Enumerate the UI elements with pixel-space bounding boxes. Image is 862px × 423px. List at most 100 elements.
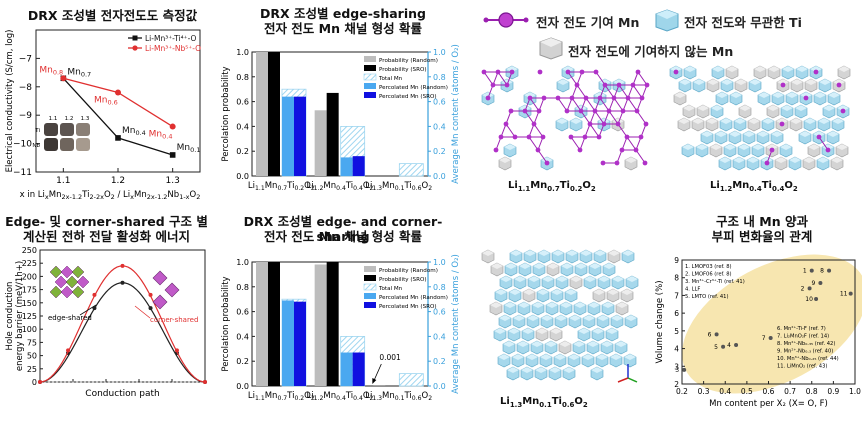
scatter-point xyxy=(734,343,739,348)
scatter-point-label: 9 xyxy=(811,280,815,287)
legend-ti-icon xyxy=(655,9,679,32)
octahedron-ti xyxy=(818,78,832,93)
y-axis-label-1: Hole conduction xyxy=(5,282,15,351)
octahedron-ti xyxy=(826,130,840,145)
octahedron-ti xyxy=(817,117,831,132)
octahedron-ti xyxy=(788,156,802,171)
octahedron-mn-non xyxy=(620,288,634,303)
legend-label: Probability (SRO) xyxy=(379,277,427,283)
y2-tick-label: 0.0 xyxy=(433,382,446,391)
octahedron-mn-non xyxy=(592,288,606,303)
legend-label: Total Mn xyxy=(378,76,403,82)
y-tick-label: 0.6 xyxy=(236,98,249,107)
octahedron-ti xyxy=(803,117,817,132)
inset-label: 1.3 xyxy=(81,116,90,122)
octahedron-ti xyxy=(507,327,521,342)
legend-swatch xyxy=(364,266,376,272)
octahedron-ti xyxy=(551,249,565,264)
octahedron-mn-non xyxy=(481,249,495,264)
octahedron-ti xyxy=(555,117,569,132)
y-tick-label: 150 xyxy=(22,299,37,308)
mn-atom xyxy=(624,134,630,140)
ref-label: 8. Mn²⁺-Nb₀.₃₅ (ref. 42) xyxy=(777,341,835,347)
legend-ti-label: 전자 전도와 무관한 Ti xyxy=(684,15,802,30)
octahedron-mn-non xyxy=(696,104,710,119)
y-tick-label: 5 xyxy=(674,327,679,336)
y-tick-label: 4 xyxy=(674,345,679,354)
mn-bond xyxy=(529,97,540,112)
legend-label: Percolated Mn (Random) xyxy=(379,85,448,91)
axis-b xyxy=(627,377,638,383)
octahedron-ti xyxy=(579,249,593,264)
annot-corner-arrow xyxy=(134,305,151,319)
mn-atom xyxy=(601,121,607,127)
octahedron-ti xyxy=(593,249,607,264)
bar-perc-sro xyxy=(294,301,306,386)
octahedron-ti xyxy=(541,275,555,290)
mn-atom xyxy=(600,160,606,166)
y2-tick-label: 0.4 xyxy=(433,332,446,341)
y-tick-label: 75 xyxy=(27,338,37,347)
panel-e-title-2: 전자 전도 Mn 채널 형성 확률 xyxy=(263,229,423,244)
octahedron-mn-non xyxy=(607,249,621,264)
octahedron-mn-non xyxy=(549,327,563,342)
octahedron-ti xyxy=(623,353,637,368)
octahedron-ti xyxy=(553,353,567,368)
panel-f-title-2: 부피 변화율의 관계 xyxy=(711,229,813,244)
octahedron-mn-non xyxy=(837,65,851,80)
octahedron-ti xyxy=(831,117,845,132)
octahedron-ti xyxy=(577,327,591,342)
ref-label: 4. LLF xyxy=(685,287,700,293)
structure-li11 xyxy=(481,65,650,171)
octahedron-ti xyxy=(700,130,714,145)
scatter-point xyxy=(827,268,832,273)
octahedron-ti xyxy=(715,91,729,106)
octahedron-ti xyxy=(540,314,554,329)
y-tick-label: 3 xyxy=(674,362,679,371)
mn-bond xyxy=(537,149,548,164)
octahedron-ti xyxy=(718,156,732,171)
scatter-point-label: 11 xyxy=(840,291,848,298)
y2-tick-label: 1.0 xyxy=(433,48,446,57)
mn-bond xyxy=(636,110,647,125)
octahedron-ti xyxy=(562,366,576,381)
edge-percolation-chart: 0.0 0.0 0.2 0.2 0.4 0.4 0.6 0.6 0.8 0.8 1.0 1.0 Perc… xyxy=(221,44,461,192)
mn-atom xyxy=(587,121,593,127)
octahedron-mn-non xyxy=(489,301,503,316)
mn-atom xyxy=(619,147,625,153)
corner-percolation-chart: 0.0 0.0 0.2 0.2 0.4 0.4 0.6 0.6 0.8 0.8 1.0 1.0 Perc… xyxy=(221,254,461,402)
mn-bond xyxy=(627,97,638,112)
octahedron-ti xyxy=(555,275,569,290)
octahedron-ti xyxy=(548,366,562,381)
octahedron-mn-non xyxy=(709,143,723,158)
octahedron-ti xyxy=(511,353,525,368)
mn-atom xyxy=(643,121,649,127)
octahedron-ti xyxy=(742,130,756,145)
annotation-arrowhead xyxy=(372,378,377,384)
mn-bond xyxy=(608,110,619,125)
octahedron-ti xyxy=(761,117,775,132)
mn-atom xyxy=(779,121,785,127)
ref-label: 10. Mn³⁺-Nb₀.₂₅ (ref. 44) xyxy=(777,356,839,362)
octahedron-mn-non xyxy=(804,78,818,93)
octahedron-ti xyxy=(499,275,513,290)
x-tick-label: 1.2 xyxy=(111,176,125,186)
legend-label: Li-Mn³⁺-Ti⁴⁺-O xyxy=(145,34,196,43)
energy-point xyxy=(120,280,125,285)
octahedron-ti xyxy=(587,301,601,316)
octahedron-mn-non xyxy=(747,117,761,132)
y2-axis-label: Average Mn content (atoms / O₂) xyxy=(451,254,461,394)
mn-atom xyxy=(555,95,561,101)
bar-perc-random xyxy=(340,352,353,386)
octahedron-mn-non xyxy=(802,156,816,171)
y-axis-label: Percolation probability xyxy=(221,276,231,371)
octahedron-ti xyxy=(493,327,507,342)
octahedron-ti xyxy=(596,314,610,329)
octahedron-ti xyxy=(723,143,737,158)
scatter-point-label: 10 xyxy=(805,296,813,303)
mn-bond xyxy=(533,123,544,138)
octahedron-ti xyxy=(502,340,516,355)
octahedron-ti xyxy=(771,91,785,106)
bar-perc-sro xyxy=(352,352,365,386)
octahedron-ti xyxy=(597,275,611,290)
